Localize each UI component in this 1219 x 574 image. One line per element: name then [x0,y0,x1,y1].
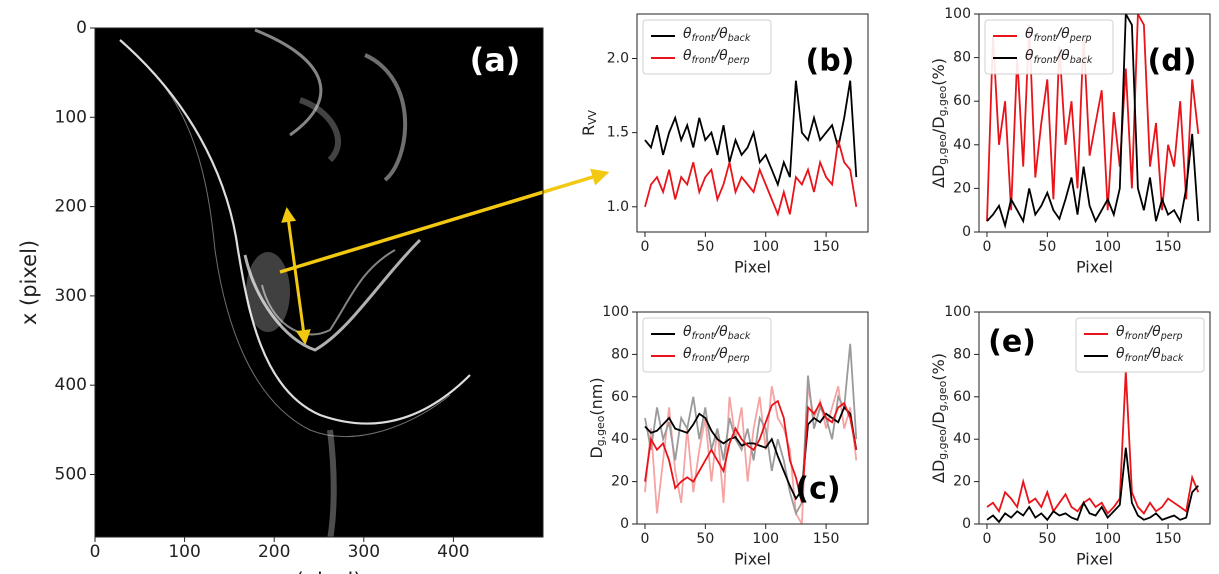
legend-label: θfront/θback [683,324,751,342]
data-line [644,139,858,218]
x-axis-label: Pixel [734,258,771,277]
data-line [644,80,858,188]
legend-box [642,19,772,75]
y-axis-label: RVV [579,109,600,136]
x-tick-label: 50 [1038,239,1056,255]
y-tick-label: 100 [602,304,629,320]
y-tick-label: 20 [953,180,971,196]
x-tick-label: 0 [983,239,992,255]
y-tick-label: 80 [953,346,971,362]
x-axis-label: Pixel [734,550,771,569]
legend-label: θfront/θback [1025,48,1093,66]
x-axis-label: Pixel [1076,550,1113,569]
y-tick-label: 40 [611,431,629,447]
y-tick-label: 200 [55,197,87,217]
plot-frame [978,13,1211,233]
legend-label: θfront/θperp [683,48,750,66]
x-tick-label: 50 [696,239,714,255]
data-line [986,14,1200,229]
x-axis-label: y (pixel) [276,569,361,574]
legend-label: θfront/θperp [1116,324,1183,342]
x-tick-label: 50 [696,531,714,547]
x-axis-label: Pixel [1076,258,1113,277]
y-tick-label: 0 [620,516,629,532]
x-tick-label: 0 [983,531,992,547]
panel-label: (c) [795,472,840,507]
x-tick-label: 150 [813,239,840,255]
y-tick-label: 100 [944,6,971,22]
y-tick-label: 2.0 [607,50,629,66]
x-tick-label: 150 [1155,531,1182,547]
data-line [644,343,858,516]
image-content [119,28,471,537]
y-axis-label: ΔDg,geo/Dg,geo(%) [929,353,950,483]
y-tick-label: 20 [953,474,971,490]
x-tick-label: 400 [437,542,469,562]
panel-label: (b) [806,44,855,79]
arrow [281,207,311,345]
x-tick-label: 100 [752,239,779,255]
y-tick-label: 1.5 [607,125,629,141]
y-tick-label: 500 [55,464,87,484]
data-line [986,14,1200,222]
legend-box [642,317,772,373]
x-tick-label: 100 [752,531,779,547]
legend-label: θfront/θperp [683,346,750,364]
image [95,28,543,537]
data-line [644,399,858,504]
y-tick-label: 20 [611,474,629,490]
x-tick-label: 100 [1094,239,1121,255]
y-tick-label: 400 [55,375,87,395]
data-line [644,405,858,501]
y-tick-label: 40 [953,431,971,447]
x-tick-label: 0 [641,531,650,547]
panel-label: (d) [1148,44,1197,79]
y-tick-label: 60 [953,389,971,405]
x-tick-label: 50 [1038,531,1056,547]
x-tick-label: 150 [813,531,840,547]
panel-label: (e) [988,325,1036,360]
legend-label: θfront/θback [1116,346,1184,364]
y-tick-label: 100 [944,304,971,320]
y-axis-label: x (pixel) [17,240,41,325]
data-line [986,371,1200,515]
y-tick-label: 0 [962,224,971,240]
y-tick-label: 300 [55,286,87,306]
plot-frame [94,27,544,538]
y-tick-label: 60 [611,389,629,405]
y-tick-label: 80 [611,346,629,362]
plot-frame [978,311,1211,525]
plot-frame [636,13,869,233]
y-tick-label: 1.0 [607,199,629,215]
legend-label: θfront/θperp [1025,26,1092,44]
legend-box [1075,317,1205,373]
y-tick-label: 100 [55,107,87,127]
x-tick-label: 100 [168,542,200,562]
y-tick-label: 0 [962,516,971,532]
x-tick-label: 200 [258,542,290,562]
y-axis-label: Dg,geo(nm) [587,377,608,458]
y-tick-label: 40 [953,137,971,153]
x-tick-label: 100 [1094,531,1121,547]
data-line [986,447,1199,524]
y-axis-label: ΔDg,geo/Dg,geo(%) [929,58,950,188]
x-tick-label: 0 [90,542,101,562]
legend-box [984,19,1114,75]
panel-label: (a) [470,41,521,79]
x-tick-label: 0 [641,239,650,255]
plot-frame [636,311,869,525]
y-tick-label: 0 [76,18,87,38]
arrow [279,168,610,274]
x-tick-label: 150 [1155,239,1182,255]
x-tick-label: 300 [348,542,380,562]
y-tick-label: 80 [953,50,971,66]
legend-label: θfront/θback [683,26,751,44]
y-tick-label: 60 [953,93,971,109]
